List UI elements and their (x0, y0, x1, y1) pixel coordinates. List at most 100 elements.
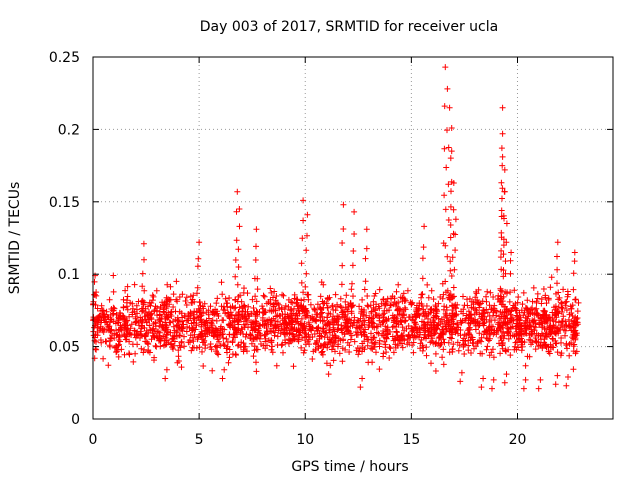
data-point (398, 333, 404, 340)
data-point (478, 384, 485, 391)
data-point (447, 155, 454, 162)
data-point (240, 331, 247, 337)
data-point (390, 317, 397, 324)
data-point (512, 339, 519, 346)
data-point (569, 334, 576, 341)
data-point (157, 318, 164, 325)
data-point (401, 327, 408, 334)
data-point (452, 231, 459, 238)
data-point (302, 305, 309, 312)
data-point (575, 299, 582, 306)
data-point (476, 330, 483, 337)
data-point (491, 302, 498, 309)
data-point (439, 295, 446, 302)
data-point (334, 313, 341, 319)
data-point (202, 345, 209, 352)
data-point (433, 322, 440, 329)
data-point (260, 317, 266, 324)
data-point (509, 332, 516, 339)
data-point (554, 253, 560, 260)
data-point (329, 302, 336, 309)
data-point (446, 104, 453, 111)
data-point (394, 342, 401, 349)
data-point (408, 301, 415, 308)
data-point (213, 317, 220, 324)
data-point (527, 306, 534, 313)
data-point (368, 310, 375, 316)
data-point (169, 344, 176, 351)
data-point (282, 311, 289, 318)
data-point (371, 293, 378, 299)
data-point (477, 350, 484, 357)
data-point (203, 327, 210, 334)
x-tick-label: 20 (509, 432, 527, 448)
data-point (118, 346, 125, 353)
data-point (406, 332, 412, 339)
data-point (527, 322, 534, 329)
data-point (448, 125, 455, 131)
data-point (398, 319, 405, 326)
data-point (359, 344, 366, 351)
data-point (198, 319, 205, 326)
data-point (334, 301, 341, 308)
data-point (554, 280, 560, 287)
data-point (194, 284, 201, 291)
data-point (256, 335, 263, 342)
data-point (111, 330, 118, 337)
data-point (279, 291, 286, 298)
data-point (314, 301, 321, 308)
data-point (401, 337, 408, 344)
data-point (348, 304, 355, 310)
data-point (273, 362, 280, 369)
data-point (351, 314, 358, 321)
data-point (320, 342, 327, 348)
data-point (242, 333, 249, 340)
data-point (208, 324, 215, 331)
data-point (320, 281, 327, 288)
data-point (111, 344, 118, 351)
data-point (532, 346, 539, 353)
data-point (235, 246, 242, 253)
data-point (466, 311, 473, 318)
data-point (499, 195, 505, 202)
data-point (376, 366, 383, 373)
data-point (490, 309, 497, 316)
data-point (501, 379, 508, 386)
data-point (416, 325, 423, 332)
data-point (194, 309, 200, 316)
data-point (427, 339, 434, 346)
data-point (251, 309, 258, 315)
data-point (419, 318, 425, 325)
data-point (233, 237, 240, 244)
data-point (315, 324, 322, 331)
data-point (498, 145, 505, 152)
data-point (350, 293, 356, 300)
data-point (185, 313, 192, 320)
data-point (432, 368, 439, 374)
data-point (311, 331, 318, 337)
data-point (124, 330, 131, 337)
data-point (221, 366, 228, 373)
data-point (564, 293, 571, 300)
data-point (441, 103, 448, 110)
data-point (174, 322, 181, 328)
data-point (298, 297, 305, 304)
data-point (288, 299, 294, 305)
data-point (514, 299, 521, 306)
data-point (94, 305, 101, 312)
data-point (229, 338, 236, 345)
data-point (359, 296, 366, 303)
data-point (209, 329, 215, 336)
data-point (129, 311, 136, 318)
data-point (515, 315, 522, 322)
data-point (187, 293, 194, 300)
data-point (106, 342, 113, 349)
data-point (138, 298, 145, 305)
data-point (554, 372, 561, 379)
data-point (491, 317, 498, 324)
data-point (122, 336, 129, 343)
data-point (224, 300, 231, 307)
data-point (147, 312, 154, 319)
data-point (489, 385, 495, 392)
data-point (519, 338, 526, 345)
